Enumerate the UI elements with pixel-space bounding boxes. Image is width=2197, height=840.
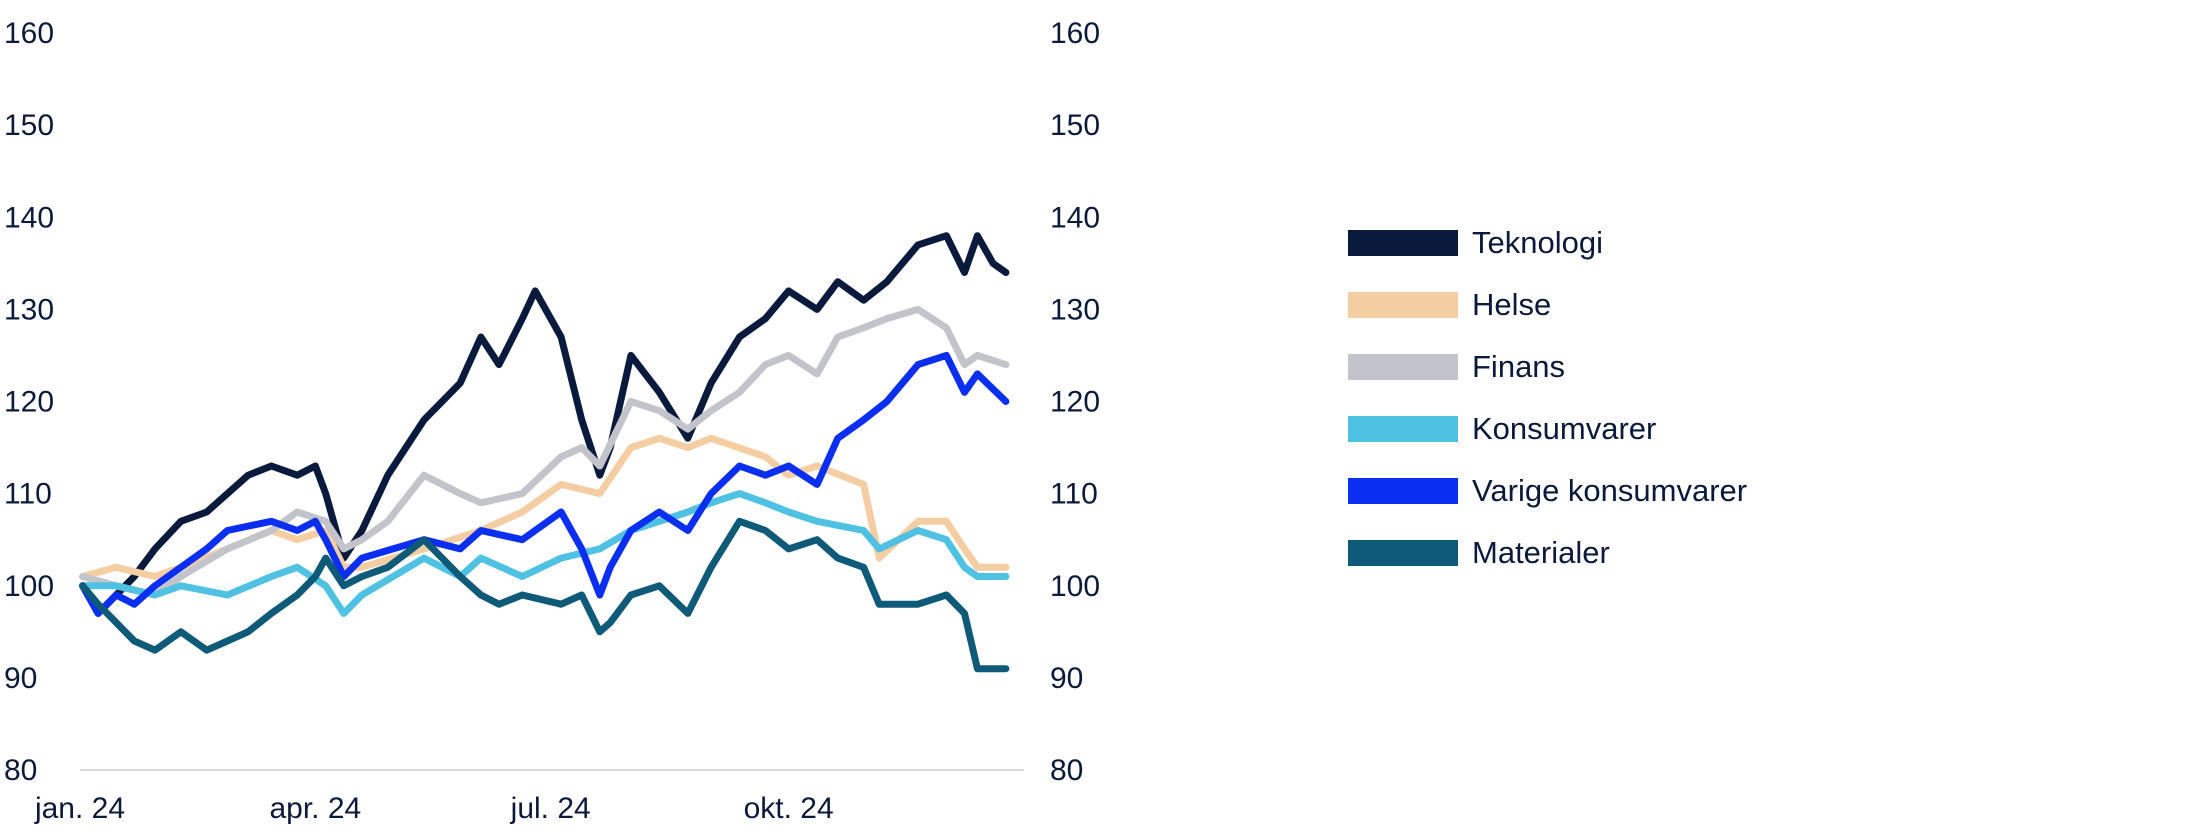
y-tick-right: 110: [1050, 478, 1098, 511]
series-line-varige-konsumvarer: [79, 351, 1010, 617]
series-line-finans: [79, 305, 1010, 599]
y-tick-left: 90: [4, 662, 37, 695]
x-tick: apr. 24: [269, 792, 361, 825]
legend-swatch: [1348, 540, 1458, 566]
legend-label: Varige konsumvarer: [1472, 473, 1747, 508]
legend-label: Materialer: [1472, 535, 1610, 570]
x-tick: jul. 24: [510, 792, 591, 825]
series-line-konsumvarer: [79, 490, 1010, 617]
y-tick-right: 150: [1050, 109, 1100, 142]
y-tick-left: 80: [4, 754, 37, 787]
y-tick-left: 130: [4, 293, 54, 326]
series-line-materialer: [79, 517, 1010, 673]
series-line-teknologi: [79, 232, 1010, 617]
y-tick-left: 150: [4, 109, 54, 142]
legend-swatch: [1348, 416, 1458, 442]
ticks-layer: 80 80 90 90 100 100 110 110 120 120 130 130 140 140 15…: [4, 17, 1100, 825]
y-tick-left: 100: [4, 570, 54, 603]
y-tick-left: 120: [4, 386, 54, 419]
legend-swatch: [1348, 354, 1458, 380]
x-tick: okt. 24: [744, 792, 834, 825]
y-tick-right: 120: [1050, 386, 1100, 419]
legend-swatch: [1348, 292, 1458, 318]
legend-swatch: [1348, 230, 1458, 256]
legend: Teknologi Helse Finans Konsumvarer Varige ko…: [1348, 225, 1747, 570]
x-tick: jan. 24: [34, 792, 125, 825]
y-tick-right: 100: [1050, 570, 1100, 603]
legend-label: Helse: [1472, 287, 1551, 322]
series-layer: [79, 232, 1010, 673]
y-tick-left: 160: [4, 17, 54, 50]
y-tick-right: 80: [1050, 754, 1083, 787]
y-tick-right: 130: [1050, 293, 1100, 326]
legend-label: Konsumvarer: [1472, 411, 1656, 446]
y-tick-right: 160: [1050, 17, 1100, 50]
y-tick-left: 140: [4, 201, 54, 234]
y-tick-right: 90: [1050, 662, 1083, 695]
legend-label: Teknologi: [1472, 225, 1603, 260]
y-tick-left: 110: [4, 478, 52, 511]
legend-swatch: [1348, 478, 1458, 504]
legend-label: Finans: [1472, 349, 1565, 384]
y-tick-right: 140: [1050, 201, 1100, 234]
